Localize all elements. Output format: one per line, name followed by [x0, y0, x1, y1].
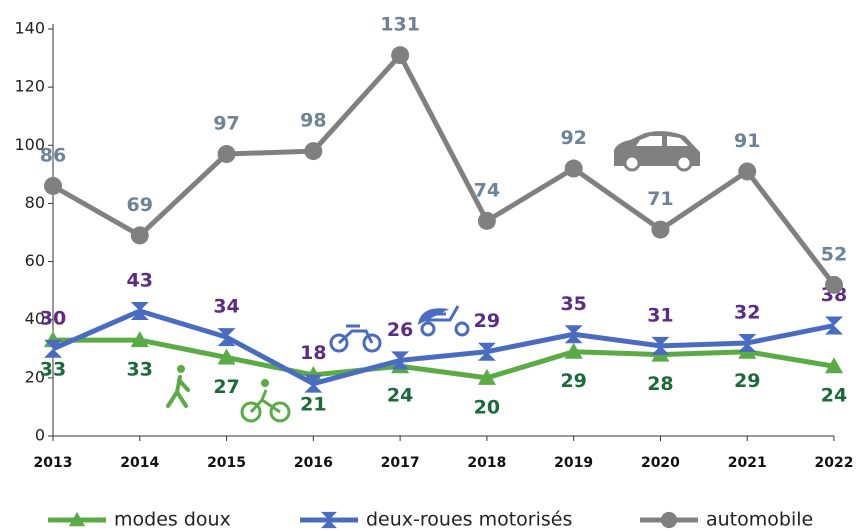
- value-label: 86: [40, 144, 66, 166]
- marker: [651, 336, 670, 355]
- marker: [44, 176, 62, 195]
- series-line: [52, 308, 835, 387]
- x-tick-label: 2020: [641, 455, 680, 471]
- marker: [564, 159, 583, 178]
- marker: [564, 325, 583, 344]
- y-tick-label: 120: [14, 77, 45, 96]
- legend-label: deux-roues motorisés: [366, 509, 572, 531]
- marker: [825, 275, 843, 294]
- value-label: 92: [560, 127, 586, 149]
- y-tick-label: 100: [14, 135, 45, 154]
- value-label: 33: [40, 359, 66, 381]
- marker: [660, 511, 678, 529]
- value-label: 26: [387, 319, 413, 341]
- marker: [825, 357, 843, 374]
- marker: [304, 142, 323, 161]
- marker: [477, 211, 496, 230]
- value-label: 28: [647, 373, 673, 395]
- value-label: 24: [821, 385, 847, 407]
- legend-label: modes doux: [114, 509, 231, 531]
- legend-item: automobile: [640, 509, 813, 531]
- pedestrian-icon: [166, 365, 190, 408]
- marker: [477, 342, 496, 361]
- value-label: 74: [474, 179, 500, 201]
- icons: [166, 131, 700, 423]
- value-label: 20: [474, 396, 500, 418]
- value-label: 69: [127, 194, 153, 216]
- x-tick-label: 2019: [554, 455, 593, 471]
- marker: [651, 220, 670, 239]
- series-line: [53, 337, 835, 381]
- marker: [130, 331, 149, 348]
- x-tick-label: 2014: [120, 455, 159, 471]
- marker: [320, 511, 338, 529]
- legend-item: deux-roues motorisés: [300, 509, 572, 531]
- marker: [217, 145, 236, 164]
- value-label: 29: [560, 370, 586, 392]
- motorbike-icon: [329, 324, 382, 353]
- marker: [68, 511, 86, 527]
- value-label: 29: [734, 370, 760, 392]
- value-label: 43: [127, 269, 153, 291]
- marker: [564, 342, 583, 359]
- x-tick-label: 2017: [381, 455, 420, 471]
- value-label: 24: [387, 385, 413, 407]
- scooter-icon: [417, 305, 470, 337]
- y-tick-label: 0: [35, 426, 45, 445]
- x-tick-label: 2013: [34, 455, 73, 471]
- value-label: 31: [647, 304, 673, 326]
- marker: [738, 333, 757, 352]
- value-label: 30: [40, 307, 66, 329]
- value-label: 71: [647, 188, 673, 210]
- x-tick-label: 2015: [207, 455, 246, 471]
- value-label: 32: [734, 301, 760, 323]
- series-line: [51, 52, 836, 287]
- marker: [391, 351, 410, 370]
- marker: [130, 226, 149, 245]
- y-tick-label: 40: [25, 309, 45, 328]
- x-tick-label: 2016: [294, 455, 333, 471]
- car-icon: [614, 131, 700, 172]
- value-label: 98: [300, 110, 326, 132]
- value-label: 18: [300, 342, 326, 364]
- legend-label: automobile: [706, 509, 813, 531]
- value-label: 52: [821, 243, 847, 265]
- y-tick-label: 20: [25, 367, 45, 386]
- value-label: 27: [213, 376, 239, 398]
- x-tick-label: 2022: [815, 455, 854, 471]
- value-label: 29: [474, 310, 500, 332]
- value-label: 34: [213, 296, 239, 318]
- marker: [738, 162, 757, 181]
- x-tick-label: 2021: [728, 455, 767, 471]
- value-label: 97: [213, 113, 239, 135]
- value-label: 91: [734, 130, 760, 152]
- y-tick-label: 80: [25, 193, 45, 212]
- y-tick-label: 60: [25, 251, 45, 270]
- value-label: 131: [380, 14, 420, 36]
- marker: [217, 328, 236, 347]
- marker: [130, 301, 149, 320]
- legend-item: modes doux: [48, 509, 231, 531]
- value-label: 21: [300, 393, 326, 415]
- marker: [825, 316, 843, 335]
- y-tick-label: 140: [14, 19, 45, 38]
- bicycle-icon: [240, 379, 291, 423]
- marker: [44, 339, 62, 358]
- marker: [217, 348, 236, 365]
- value-label: 35: [560, 293, 586, 315]
- x-tick-label: 2018: [467, 455, 506, 471]
- marker: [477, 368, 496, 385]
- value-label: 33: [127, 359, 153, 381]
- marker: [391, 46, 410, 65]
- marker: [304, 374, 323, 393]
